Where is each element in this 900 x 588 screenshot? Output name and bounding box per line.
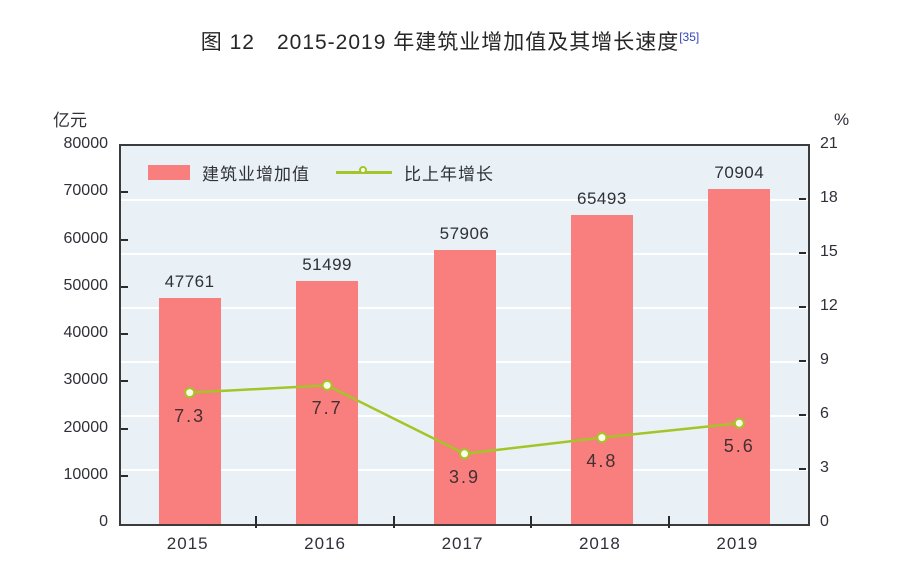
chart-title: 图 12 2015-2019 年建筑业增加值及其增长速度[35] bbox=[0, 26, 900, 56]
x-axis-tick-mark bbox=[530, 516, 533, 528]
x-axis-label-2016: 2016 bbox=[304, 534, 346, 553]
y-axis-tick-label-left: 10000 bbox=[63, 465, 109, 483]
x-axis-label-2015: 2015 bbox=[166, 534, 209, 553]
growth-value-label: 4.8 bbox=[586, 450, 618, 471]
growth-line bbox=[184, 379, 745, 460]
y-axis-tick-label-left: 50000 bbox=[63, 276, 109, 294]
right-tick-mark bbox=[799, 252, 806, 254]
x-axis-tick-mark bbox=[392, 516, 395, 528]
y-axis-tick-label-left: 0 bbox=[99, 513, 108, 530]
y-axis-tick-label-left: 30000 bbox=[63, 371, 109, 389]
legend: 建筑业增加值 比上年增长 bbox=[148, 162, 494, 184]
chart-title-text: 图 12 2015-2019 年建筑业增加值及其增长速度 bbox=[200, 31, 680, 54]
legend-bar-swatch bbox=[148, 164, 190, 180]
x-axis-label-2017: 2017 bbox=[441, 534, 484, 553]
left-tick-mark bbox=[121, 238, 128, 241]
x-axis-tick-mark bbox=[667, 516, 670, 528]
right-tick-mark bbox=[799, 360, 806, 362]
y-axis-tick-label-right: 0 bbox=[820, 513, 829, 530]
left-axis-unit-label: 亿元 bbox=[53, 111, 87, 130]
y-axis-tick-label-right: 21 bbox=[820, 135, 838, 152]
bar-value-label: 47761 bbox=[164, 272, 215, 292]
y-axis-tick-label-right: 6 bbox=[820, 405, 829, 422]
growth-value-label: 3.9 bbox=[448, 466, 481, 487]
line-marker bbox=[596, 432, 608, 444]
bar-value-label: 70904 bbox=[714, 162, 765, 182]
line-marker bbox=[321, 379, 333, 391]
right-tick-mark bbox=[799, 468, 806, 470]
x-axis-label-2018: 2018 bbox=[578, 534, 621, 553]
y-axis-tick-label-right: 12 bbox=[820, 297, 838, 314]
right-tick-mark bbox=[799, 198, 806, 200]
y-axis-tick-label-left: 20000 bbox=[63, 418, 109, 436]
left-tick-mark bbox=[121, 191, 128, 194]
plot-area: 47761 51499 57906 65493 70904 7.3 7.7 3.9 4.8 5.6 bbox=[119, 144, 810, 526]
x-axis-tick-mark bbox=[255, 516, 258, 528]
line-marker bbox=[459, 448, 470, 460]
left-tick-mark bbox=[121, 285, 128, 288]
right-tick-mark bbox=[799, 414, 806, 416]
y-axis-tick-label-left: 60000 bbox=[63, 229, 109, 247]
growth-value-label: 7.3 bbox=[174, 405, 206, 426]
line-marker bbox=[184, 387, 196, 399]
legend-line-swatch bbox=[336, 162, 392, 182]
line-marker bbox=[733, 417, 745, 429]
y-axis-tick-label-right: 9 bbox=[820, 351, 829, 368]
chart-title-footnote-ref: [35] bbox=[679, 30, 700, 44]
y-axis-tick-label-right: 3 bbox=[820, 459, 829, 476]
left-tick-mark bbox=[121, 333, 128, 335]
left-tick-mark bbox=[121, 380, 128, 383]
right-axis-unit-label: % bbox=[834, 110, 850, 129]
legend-bar-label: 建筑业增加值 bbox=[202, 164, 310, 184]
growth-value-label: 5.6 bbox=[723, 436, 755, 457]
bar-2018 bbox=[570, 214, 633, 524]
bar-value-label: 57906 bbox=[439, 224, 490, 244]
legend-line-marker-icon bbox=[359, 166, 367, 174]
y-axis-tick-label-left: 80000 bbox=[63, 135, 109, 152]
bar-2019 bbox=[708, 188, 771, 524]
growth-value-label: 7.7 bbox=[311, 398, 343, 419]
gridline bbox=[121, 199, 808, 201]
left-tick-mark bbox=[121, 474, 128, 477]
right-tick-mark bbox=[799, 306, 806, 308]
x-axis-label-2019: 2019 bbox=[716, 534, 759, 553]
y-axis-tick-label-right: 18 bbox=[820, 189, 838, 206]
bar-value-label: 51499 bbox=[302, 254, 352, 274]
bar-2016 bbox=[296, 280, 359, 524]
y-axis-tick-label-left: 40000 bbox=[63, 324, 109, 341]
bar-2015 bbox=[158, 298, 221, 524]
bar-value-label: 65493 bbox=[577, 188, 627, 208]
legend-line-label: 比上年增长 bbox=[404, 164, 494, 184]
bar-2017 bbox=[433, 250, 496, 524]
y-axis-tick-label-right: 15 bbox=[820, 243, 838, 260]
left-tick-mark bbox=[121, 427, 128, 430]
y-axis-tick-label-left: 70000 bbox=[63, 182, 109, 200]
